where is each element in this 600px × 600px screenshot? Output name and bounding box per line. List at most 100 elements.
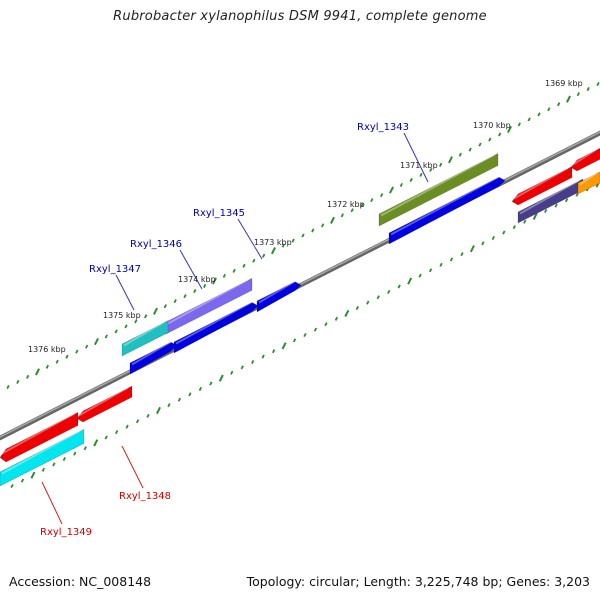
gene-label-rxyl-1347[interactable]: Rxyl_1347 <box>89 264 141 275</box>
outer-tick <box>350 208 354 213</box>
outer-tick <box>321 223 325 228</box>
inner-tick <box>125 424 129 429</box>
cog-bar-rxyl-1347-highlight <box>123 321 165 347</box>
gene-rxyl-1345-highlight <box>258 279 298 304</box>
outer-tick <box>429 167 433 172</box>
outer-tick <box>566 95 571 103</box>
inner-tick <box>292 338 297 343</box>
gene-features[interactable] <box>0 147 600 487</box>
outer-tick <box>311 228 315 233</box>
outer-tick <box>55 359 59 364</box>
inner-tick <box>167 403 171 408</box>
outer-tick <box>45 364 49 369</box>
inner-tick <box>52 462 56 467</box>
outer-tick <box>262 253 266 258</box>
genome-summary-text: Topology: circular; Length: 3,225,748 bp… <box>246 574 590 589</box>
outer-tick <box>232 268 236 273</box>
gene-rxyl-1347[interactable] <box>129 341 178 375</box>
inner-tick <box>344 309 350 318</box>
gene-rxyl-1347-highlight <box>131 339 174 366</box>
map-title: Rubrobacter xylanophilus DSM 9941, compl… <box>113 9 487 24</box>
gene-label-rxyl-1346[interactable]: Rxyl_1346 <box>130 239 182 250</box>
inner-tick <box>313 327 318 332</box>
gene-rxyl-1348[interactable] <box>76 385 133 423</box>
outer-tick <box>478 142 482 147</box>
outer-tick <box>517 122 521 127</box>
gene-label-rxyl-1343[interactable]: Rxyl_1343 <box>357 122 409 133</box>
inner-tick <box>575 192 579 197</box>
outer-tick <box>134 319 138 324</box>
inner-tick <box>418 273 422 278</box>
cog-bar-rxyl-1349[interactable] <box>0 428 85 487</box>
inner-tick <box>198 386 202 391</box>
outer-tick <box>173 299 177 304</box>
kbp-label: 1375 kbp <box>103 311 141 320</box>
outer-tick <box>370 198 374 203</box>
inner-tick <box>30 471 36 479</box>
inner-tick <box>261 354 265 359</box>
inner-tick <box>20 478 25 483</box>
inner-tick <box>83 446 87 451</box>
gene-right-red-1-highlight <box>513 167 569 200</box>
cog-bar-rxyl-1343-highlight <box>380 154 495 217</box>
outer-tick <box>448 156 453 164</box>
inner-tick <box>366 300 370 305</box>
outer-tick <box>301 233 305 238</box>
gene-rxyl-1346[interactable] <box>173 301 259 354</box>
inner-tick <box>188 392 192 397</box>
gene-rxyl-1345[interactable] <box>256 281 302 313</box>
gene-right-red-2[interactable] <box>570 147 600 172</box>
inner-tick <box>240 365 244 370</box>
outer-tick <box>114 329 118 334</box>
kbp-label: 1370 kbp <box>473 121 511 130</box>
cog-bar-right-slate-highlight <box>519 179 580 215</box>
inner-tick <box>544 208 548 213</box>
inner-tick <box>502 230 506 235</box>
inner-tick <box>334 316 339 321</box>
gene-label-rxyl-1348[interactable]: Rxyl_1348 <box>119 491 171 502</box>
outer-tick <box>153 307 158 315</box>
outer-tick <box>557 102 561 107</box>
outer-tick <box>419 172 423 177</box>
outer-tick <box>26 374 30 379</box>
gene-right-red-1[interactable] <box>511 166 573 206</box>
cog-bar-right-orange-highlight <box>579 172 597 186</box>
kbp-labels: 1369 kbp 1370 kbp 1371 kbp 1372 kbp 1373 kbp… <box>28 79 583 354</box>
inner-tick <box>523 219 527 224</box>
outer-tick <box>527 117 531 122</box>
inner-tick <box>177 397 182 402</box>
outer-tick <box>193 289 197 294</box>
cog-bar-right-orange[interactable] <box>577 171 600 195</box>
outer-tick <box>252 258 256 263</box>
inner-tick <box>62 457 66 462</box>
outer-tick <box>144 314 148 319</box>
inner-tick <box>156 406 161 415</box>
inner-tick <box>407 277 413 285</box>
gene-right-red-2-highlight <box>572 148 597 166</box>
outer-tick <box>212 277 217 285</box>
gene-label-rxyl-1349[interactable]: Rxyl_1349 <box>40 527 92 538</box>
kbp-label: 1369 kbp <box>545 79 583 88</box>
outer-tick <box>547 107 551 112</box>
gene-rxyl-1343[interactable] <box>388 176 506 245</box>
outer-tick <box>439 162 443 167</box>
inner-tick <box>303 332 307 338</box>
gene-rxyl-1349[interactable] <box>0 411 79 463</box>
inner-tick <box>491 235 495 240</box>
outer-tick <box>163 304 167 309</box>
gene-label-rxyl-1345[interactable]: Rxyl_1345 <box>193 208 245 219</box>
outer-tick <box>409 177 413 182</box>
cog-bar-rxyl-1347[interactable] <box>121 320 169 357</box>
inner-tick <box>481 241 485 246</box>
inner-tick <box>449 257 454 262</box>
outer-tick <box>203 283 207 289</box>
outer-tick <box>340 213 344 218</box>
kbp-label: 1373 kbp <box>254 238 292 247</box>
cog-bar-rxyl-1343[interactable] <box>378 153 499 227</box>
inner-tick <box>554 203 558 208</box>
gene-rxyl-1343-highlight <box>390 174 502 236</box>
inner-tick <box>41 467 46 472</box>
outer-tick <box>389 186 394 194</box>
outer-tick <box>586 87 590 92</box>
